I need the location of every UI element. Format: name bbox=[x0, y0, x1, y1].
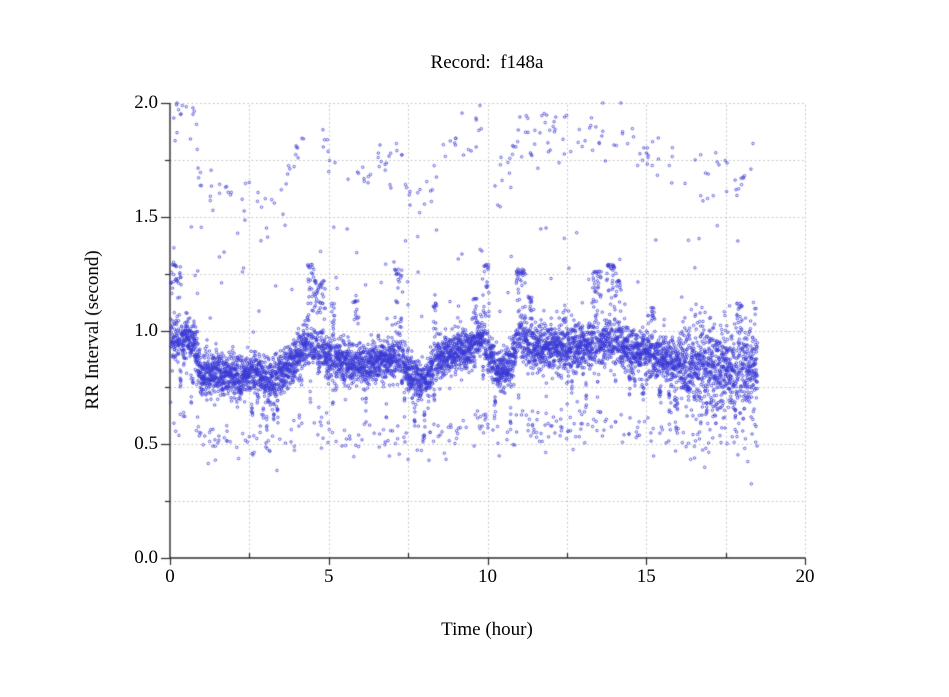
y-tick-label: 0.0 bbox=[134, 547, 158, 568]
x-tick-label: 10 bbox=[478, 566, 497, 587]
x-tick-label: 15 bbox=[636, 566, 656, 587]
y-axis-title: RR Interval (second) bbox=[82, 250, 103, 410]
x-tick-label: 5 bbox=[324, 566, 334, 587]
y-tick-label: 1.0 bbox=[134, 319, 158, 341]
x-tick-label: 0 bbox=[165, 566, 175, 587]
x-tick-label: 20 bbox=[795, 566, 815, 587]
x-axis-title: Time (hour) bbox=[441, 619, 533, 640]
chart-title: Record: f148a bbox=[430, 52, 544, 73]
y-tick-label: 1.5 bbox=[134, 205, 158, 227]
y-tick-label: 2.0 bbox=[134, 92, 158, 113]
y-tick-label: 0.5 bbox=[134, 433, 158, 455]
